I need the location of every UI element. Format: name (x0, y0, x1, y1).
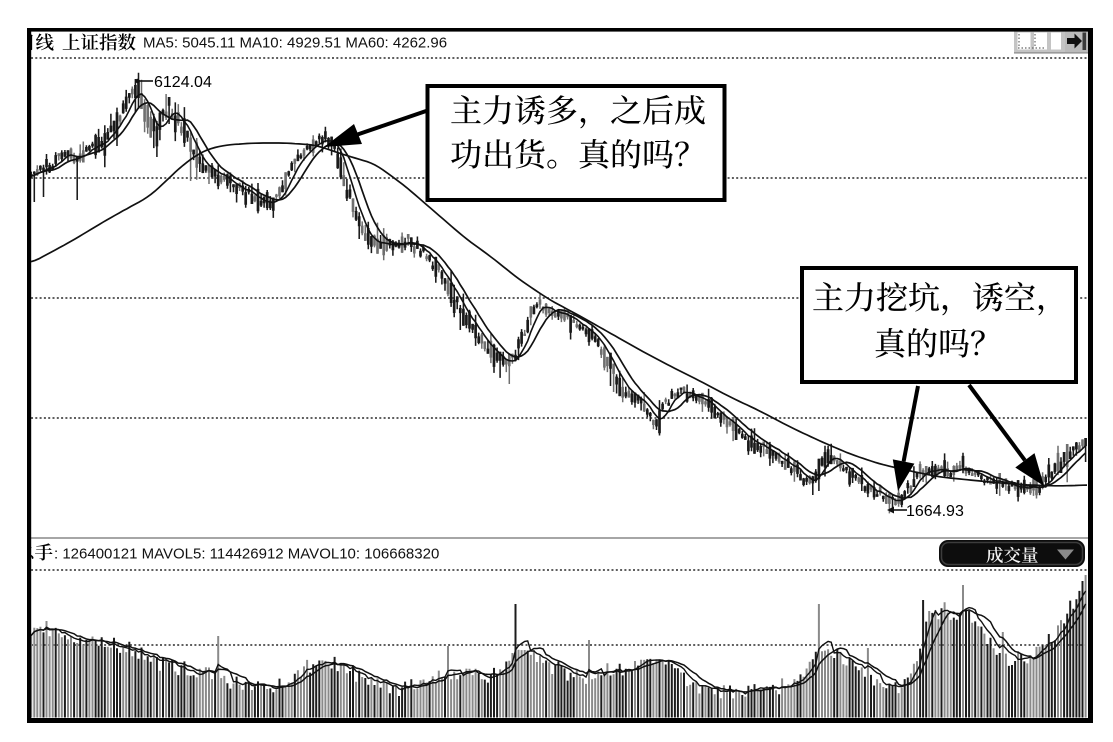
svg-text:6124.04: 6124.04 (154, 74, 212, 91)
svg-text:1664.93: 1664.93 (906, 503, 964, 520)
svg-text:: 126400121 MAVOL5: 114426912: : 126400121 MAVOL5: 114426912 MAVOL10: 1… (54, 546, 439, 563)
svg-text:MA5: 5045.11 MA10: 4929.51 MA6: MA5: 5045.11 MA10: 4929.51 MA60: 4262.96 (143, 35, 447, 52)
